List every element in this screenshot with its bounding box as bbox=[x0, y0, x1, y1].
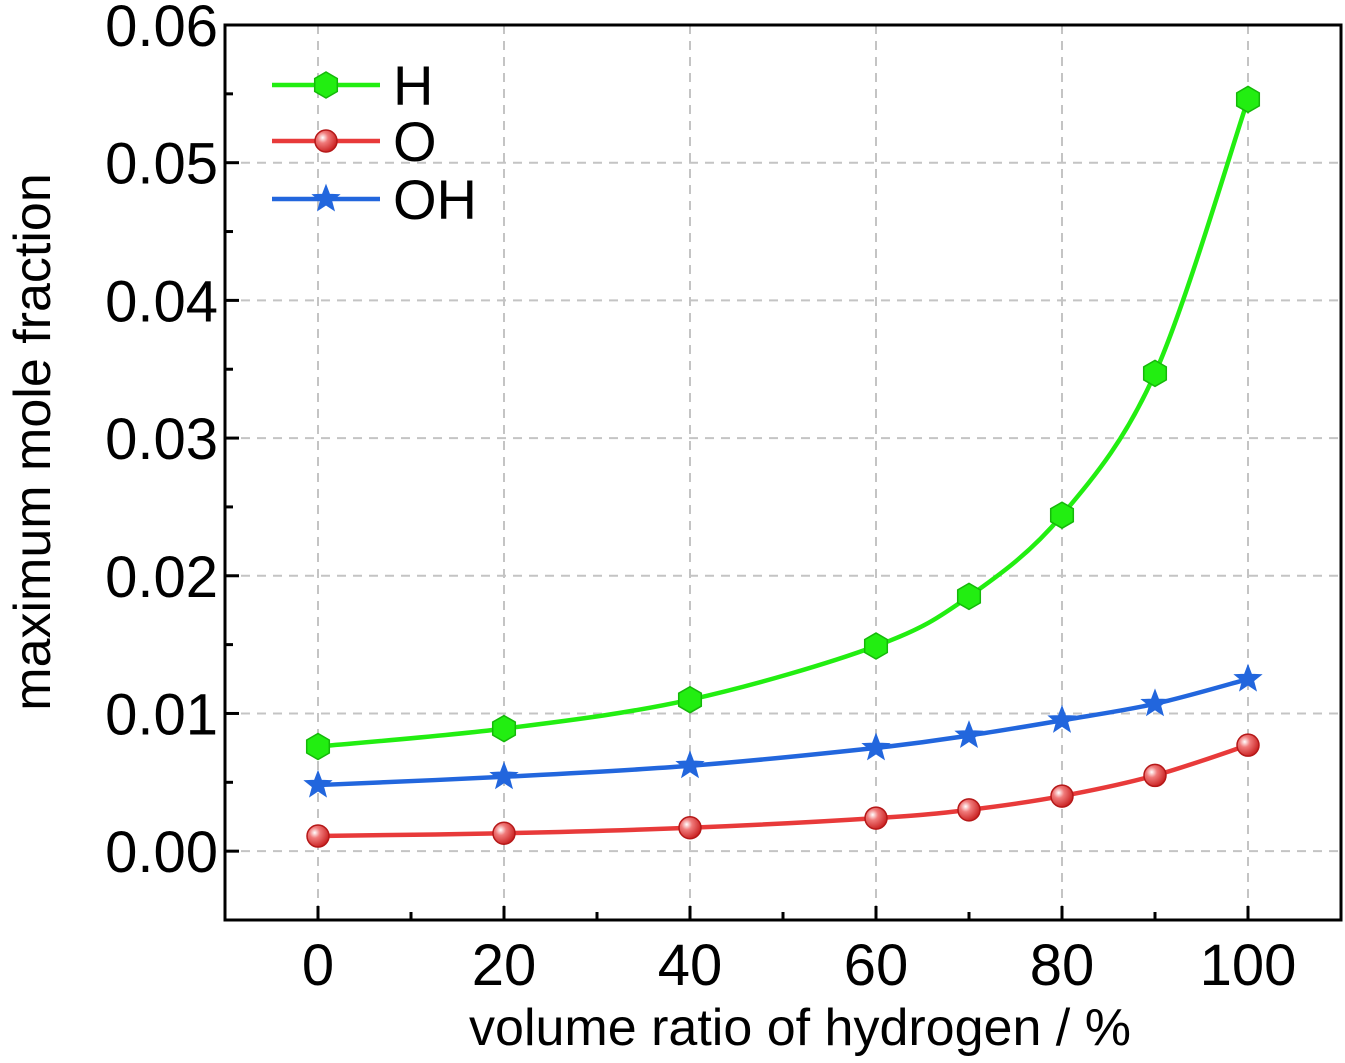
x-tick-label-4: 80 bbox=[1030, 933, 1095, 998]
legend-marker-H bbox=[313, 71, 339, 99]
data-point-H-20 bbox=[491, 714, 517, 743]
data-point-H-80 bbox=[1049, 501, 1075, 530]
data-point-O-40 bbox=[678, 815, 702, 840]
data-point-OH-80 bbox=[1047, 704, 1077, 733]
y-tick-label-3: 0.03 bbox=[105, 407, 218, 472]
data-point-OH-70 bbox=[954, 720, 984, 748]
data-point-OH-20 bbox=[489, 761, 519, 790]
legend-marker-O bbox=[314, 129, 338, 153]
grid-lines bbox=[225, 25, 1341, 920]
legend-label-H: H bbox=[393, 54, 433, 117]
x-tick-label-3: 60 bbox=[844, 933, 909, 998]
data-point-H-60 bbox=[863, 632, 889, 660]
data-point-O-70 bbox=[957, 798, 981, 822]
y-tick-label-0: 0.00 bbox=[105, 820, 218, 885]
x-tick-label-0: 0 bbox=[302, 933, 334, 998]
series-markers bbox=[303, 85, 1263, 848]
legend-label-OH: OH bbox=[393, 168, 477, 231]
x-tick-label-1: 20 bbox=[472, 933, 537, 998]
y-tick-label-6: 0.06 bbox=[105, 0, 218, 59]
data-point-O-20 bbox=[492, 821, 516, 846]
y-tick-label-5: 0.05 bbox=[105, 132, 218, 197]
y-tick-label-1: 0.01 bbox=[105, 682, 218, 747]
data-point-O-90 bbox=[1143, 763, 1167, 788]
data-point-OH-0 bbox=[303, 769, 333, 798]
x-axis-title: volume ratio of hydrogen / % bbox=[469, 999, 1131, 1057]
legend-marker-OH bbox=[311, 183, 341, 212]
data-point-H-90 bbox=[1142, 359, 1168, 388]
x-tick-label-5: 100 bbox=[1200, 933, 1297, 998]
data-point-O-0 bbox=[306, 824, 330, 848]
y-tick-label-4: 0.04 bbox=[105, 269, 218, 334]
data-point-OH-100 bbox=[1233, 663, 1263, 692]
data-point-O-80 bbox=[1050, 784, 1074, 808]
legend-label-O: O bbox=[393, 110, 437, 173]
data-point-OH-60 bbox=[861, 732, 891, 761]
data-point-H-100 bbox=[1235, 85, 1261, 114]
data-point-H-40 bbox=[677, 685, 703, 714]
y-tick-label-2: 0.02 bbox=[105, 545, 218, 610]
x-tick-label-2: 40 bbox=[658, 933, 723, 998]
data-point-H-0 bbox=[305, 732, 331, 761]
data-point-OH-40 bbox=[675, 750, 705, 779]
y-axis-title: maximum mole fraction bbox=[4, 173, 62, 710]
data-point-OH-90 bbox=[1140, 688, 1170, 717]
data-point-H-70 bbox=[956, 582, 982, 611]
axis-ticks: 0 20 40 60 80 100 0.00 0.01 0.02 0.03 0.04 0.05 0.06 bbox=[105, 0, 1296, 998]
data-point-O-100 bbox=[1236, 733, 1260, 757]
data-point-O-60 bbox=[864, 806, 888, 830]
